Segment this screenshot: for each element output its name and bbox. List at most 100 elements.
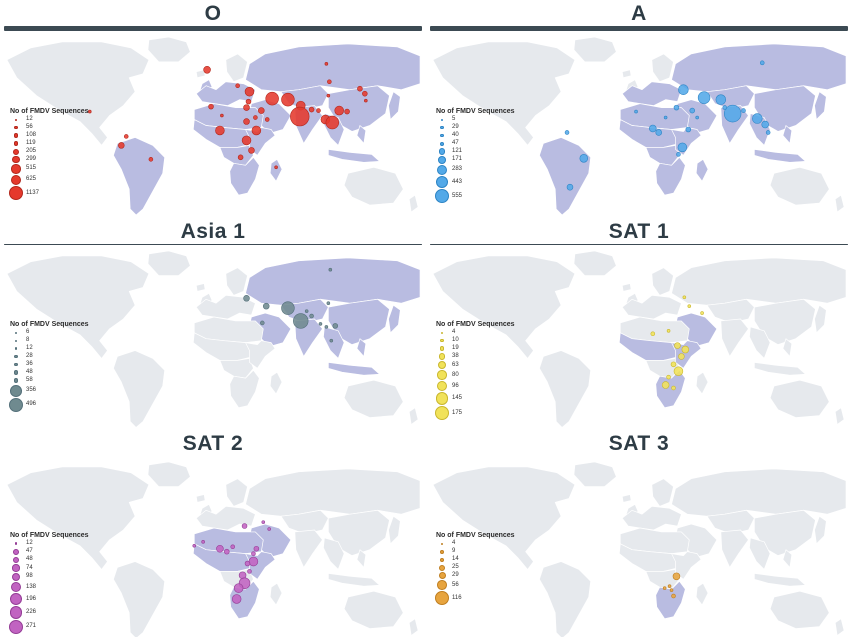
region-northamerica — [6, 466, 150, 570]
world-map — [432, 36, 847, 216]
legend-dot-icon — [438, 572, 446, 580]
region-philippines — [356, 549, 367, 568]
legend-item: 443 — [435, 175, 515, 189]
bubble-layer — [564, 60, 771, 191]
region-russia — [671, 43, 847, 93]
legend-item: 74 — [10, 564, 89, 572]
region-greenland — [147, 250, 191, 276]
landmasses — [432, 36, 847, 216]
bubble-layer — [192, 520, 271, 604]
region-centralasia — [706, 509, 755, 535]
region-philippines — [782, 549, 793, 568]
data-bubble — [253, 115, 258, 120]
region-newzealand — [408, 194, 419, 213]
legend-item: 6 — [10, 329, 89, 336]
region-philippines — [356, 125, 367, 144]
legend-value: 4 — [452, 540, 456, 547]
legend-value: 515 — [26, 165, 37, 172]
legend-dot-icon — [435, 189, 449, 204]
data-bubble — [695, 115, 699, 120]
region-iceland — [621, 69, 632, 79]
region-russia — [671, 257, 847, 306]
data-bubble — [87, 109, 92, 114]
legend-dot-icon — [437, 164, 447, 175]
legend-value: 108 — [26, 132, 37, 139]
region-russia — [245, 468, 421, 517]
bubble-layer — [243, 267, 339, 343]
region-newzealand — [834, 618, 845, 636]
landmasses — [432, 250, 847, 428]
region-newzealand — [408, 406, 419, 425]
world-map — [6, 461, 421, 637]
legend-value: 121 — [452, 148, 463, 155]
legend-dot-icon — [11, 164, 21, 174]
region-northamerica — [6, 255, 150, 359]
legend-value: 6 — [26, 329, 30, 336]
legend-dot-icon — [435, 591, 449, 606]
data-bubble — [260, 320, 265, 325]
region-iceland — [621, 282, 632, 292]
region-greenland — [573, 461, 617, 487]
data-bubble — [265, 91, 279, 106]
region-southamerica — [113, 561, 166, 637]
legend-value: 356 — [26, 387, 37, 394]
legend-value: 80 — [452, 371, 459, 378]
region-africaCentral — [219, 357, 254, 379]
data-bubble — [326, 93, 331, 98]
legend-title: No of FMDV Sequences — [10, 531, 89, 539]
legend-item: 56 — [436, 580, 515, 591]
data-bubble — [241, 135, 252, 146]
landmasses — [6, 250, 421, 428]
region-northamerica — [432, 466, 576, 570]
panel-title: O — [204, 2, 222, 25]
data-bubble — [233, 583, 244, 593]
data-bubble — [649, 124, 657, 133]
legend-item: 205 — [10, 148, 89, 155]
legend-dot-icon — [440, 542, 444, 546]
data-bubble — [715, 94, 727, 105]
panel-title: SAT 2 — [182, 432, 244, 455]
region-china — [328, 509, 390, 556]
data-bubble — [216, 544, 224, 553]
region-northamerica — [432, 255, 576, 359]
region-africaEast — [671, 551, 702, 580]
data-bubble — [678, 84, 689, 95]
legend-item: 271 — [9, 619, 89, 634]
legend-value: 48 — [26, 556, 33, 563]
data-bubble — [667, 584, 672, 588]
region-seasia — [323, 326, 345, 359]
data-bubble — [759, 60, 765, 66]
legend-dot-icon — [14, 362, 18, 367]
bubble-layer — [662, 572, 681, 599]
title-underline-bar — [4, 244, 422, 245]
region-scandinavia — [225, 266, 248, 296]
region-northamerica — [432, 41, 576, 146]
data-bubble — [671, 385, 676, 390]
legend-value: 63 — [452, 361, 459, 368]
legend: No of FMDV Sequences 12 56 108 119 205 299 515… — [9, 108, 89, 201]
legend-dot-icon — [440, 338, 444, 343]
legend-value: 555 — [452, 192, 463, 199]
map-area: No of FMDV Sequences 12 47 48 74 98 138 196 226… — [3, 459, 423, 637]
legend-value: 1137 — [26, 189, 39, 196]
data-bubble — [327, 79, 332, 85]
region-australia — [343, 379, 404, 418]
legend-dot-icon — [436, 380, 448, 392]
legend-value: 28 — [26, 353, 33, 360]
legend-value: 5 — [452, 116, 456, 123]
legend-value: 8 — [26, 337, 30, 344]
data-bubble — [201, 540, 205, 544]
region-russia — [245, 43, 421, 93]
panel-A: A No of FMDV Sequences 5 29 40 47 121 171 283 4… — [426, 0, 852, 218]
region-russia — [245, 257, 421, 306]
data-bubble — [243, 294, 250, 302]
data-bubble — [243, 118, 250, 125]
region-scandinavia — [225, 478, 248, 507]
data-bubble — [681, 345, 690, 353]
region-greenland — [573, 36, 617, 63]
legend-dot-icon — [13, 370, 19, 375]
region-southamerica — [113, 137, 166, 216]
region-southamerica — [539, 137, 592, 216]
legend-value: 116 — [452, 594, 462, 601]
